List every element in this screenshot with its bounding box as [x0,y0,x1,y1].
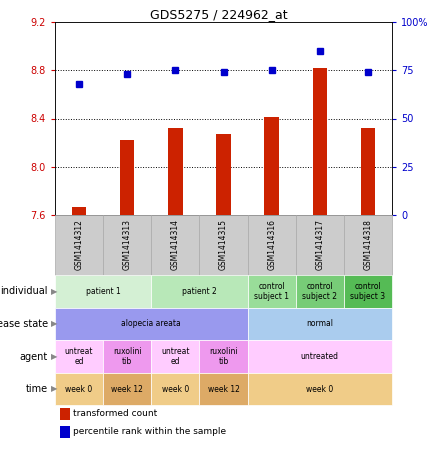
Text: GSM1414313: GSM1414313 [123,220,132,270]
Text: normal: normal [306,319,333,328]
Text: ruxolini
tib: ruxolini tib [113,347,141,366]
Text: week 0: week 0 [306,385,333,394]
Bar [72,207,86,215]
Text: ▶: ▶ [51,287,57,296]
Text: untreated: untreated [301,352,339,361]
Text: control
subject 3: control subject 3 [350,282,385,301]
Text: week 0: week 0 [65,385,93,394]
Bar [265,117,279,215]
Text: time: time [26,384,48,394]
Text: GSM1414314: GSM1414314 [171,220,180,270]
Text: ▶: ▶ [51,319,57,328]
Text: ▶: ▶ [51,385,57,394]
Text: agent: agent [20,352,48,361]
Text: week 12: week 12 [111,385,143,394]
Text: untreat
ed: untreat ed [65,347,93,366]
Text: individual: individual [0,286,48,297]
Text: control
subject 2: control subject 2 [302,282,337,301]
Text: GDS5275 / 224962_at: GDS5275 / 224962_at [150,8,288,21]
Bar [120,140,134,215]
Text: ▶: ▶ [51,352,57,361]
Text: ruxolini
tib: ruxolini tib [209,347,238,366]
Bar [313,68,327,215]
Text: week 12: week 12 [208,385,240,394]
Text: GSM1414315: GSM1414315 [219,220,228,270]
Bar [361,128,375,215]
Bar [168,128,183,215]
Text: untreat
ed: untreat ed [161,347,190,366]
Text: patient 1: patient 1 [86,287,120,296]
Text: week 0: week 0 [162,385,189,394]
Text: GSM1414318: GSM1414318 [364,220,372,270]
Text: GSM1414316: GSM1414316 [267,220,276,270]
Text: control
subject 1: control subject 1 [254,282,289,301]
Text: alopecia areata: alopecia areata [121,319,181,328]
Text: GSM1414312: GSM1414312 [74,220,84,270]
Text: patient 2: patient 2 [182,287,217,296]
Text: GSM1414317: GSM1414317 [315,220,324,270]
Text: disease state: disease state [0,319,48,329]
Text: percentile rank within the sample: percentile rank within the sample [73,428,226,437]
Bar [216,134,231,215]
Text: transformed count: transformed count [73,410,157,419]
